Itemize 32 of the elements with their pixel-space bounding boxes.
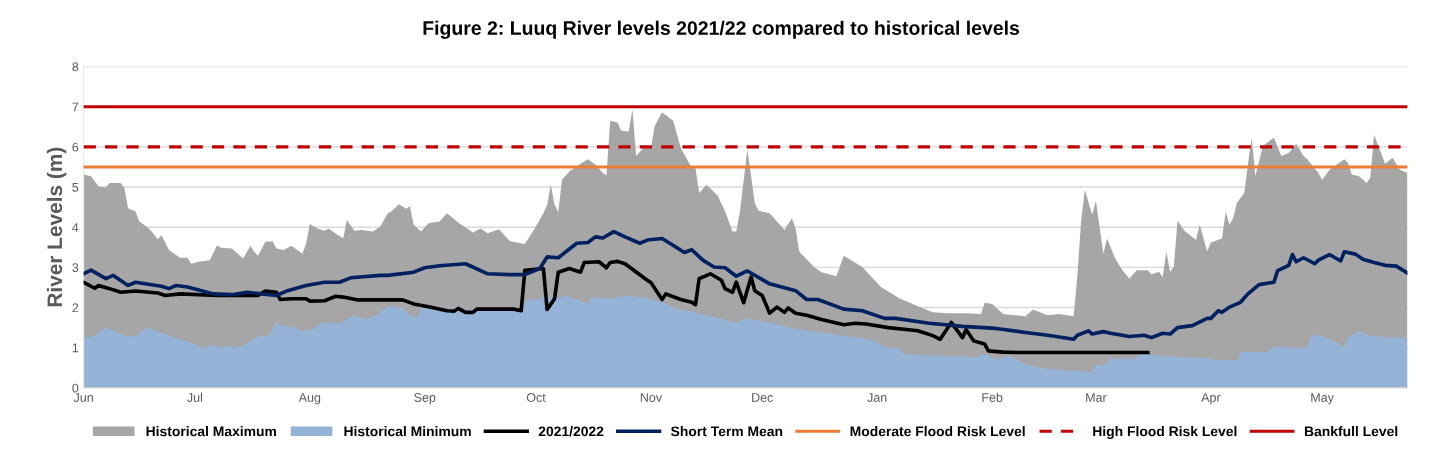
y-axis-title: River Levels (m) [46,147,67,307]
legend-label: Bankfull Level [1304,426,1398,437]
x-tick-label: Jun [73,393,93,402]
y-tick-label: 3 [72,263,79,273]
y-tick-label: 1 [72,343,79,353]
legend-label: Historical Maximum [146,426,276,437]
x-tick-label: May [1311,393,1334,405]
legend-label: 2021/2022 [538,426,604,437]
legend-label: Short Term Mean [670,426,783,437]
chart-title: Figure 2: Luuq River levels 2021/22 compared to historical levels [423,20,1020,39]
x-tick-label: Apr [1201,393,1221,405]
legend-label: Historical Minimum [344,426,471,437]
x-tick-label: Dec [752,393,773,402]
x-tick-label: Mar [1086,393,1107,402]
legend-label: High Flood Risk Level [1093,426,1237,440]
line-series [83,229,1408,342]
y-tick-label: 4 [72,223,79,232]
x-tick-label: Nov [640,393,663,402]
x-tick-label: Oct [526,393,546,402]
y-tick-label: 5 [72,182,79,192]
y-tick-label: 0 [72,383,79,393]
y-tick-label: 2 [72,303,79,313]
x-tick-label: Jul [187,392,203,402]
x-tick-label: Sep [414,393,436,405]
x-tick-label: Feb [982,392,1003,402]
x-tick-label: Jan [867,393,887,402]
y-tick-label: 8 [72,62,79,72]
line-series [83,259,1150,355]
y-tick-label: 7 [72,102,79,112]
x-tick-label: Aug [298,393,321,405]
legend-label: Moderate Flood Risk Level [850,426,1025,437]
y-tick-label: 6 [72,142,79,152]
